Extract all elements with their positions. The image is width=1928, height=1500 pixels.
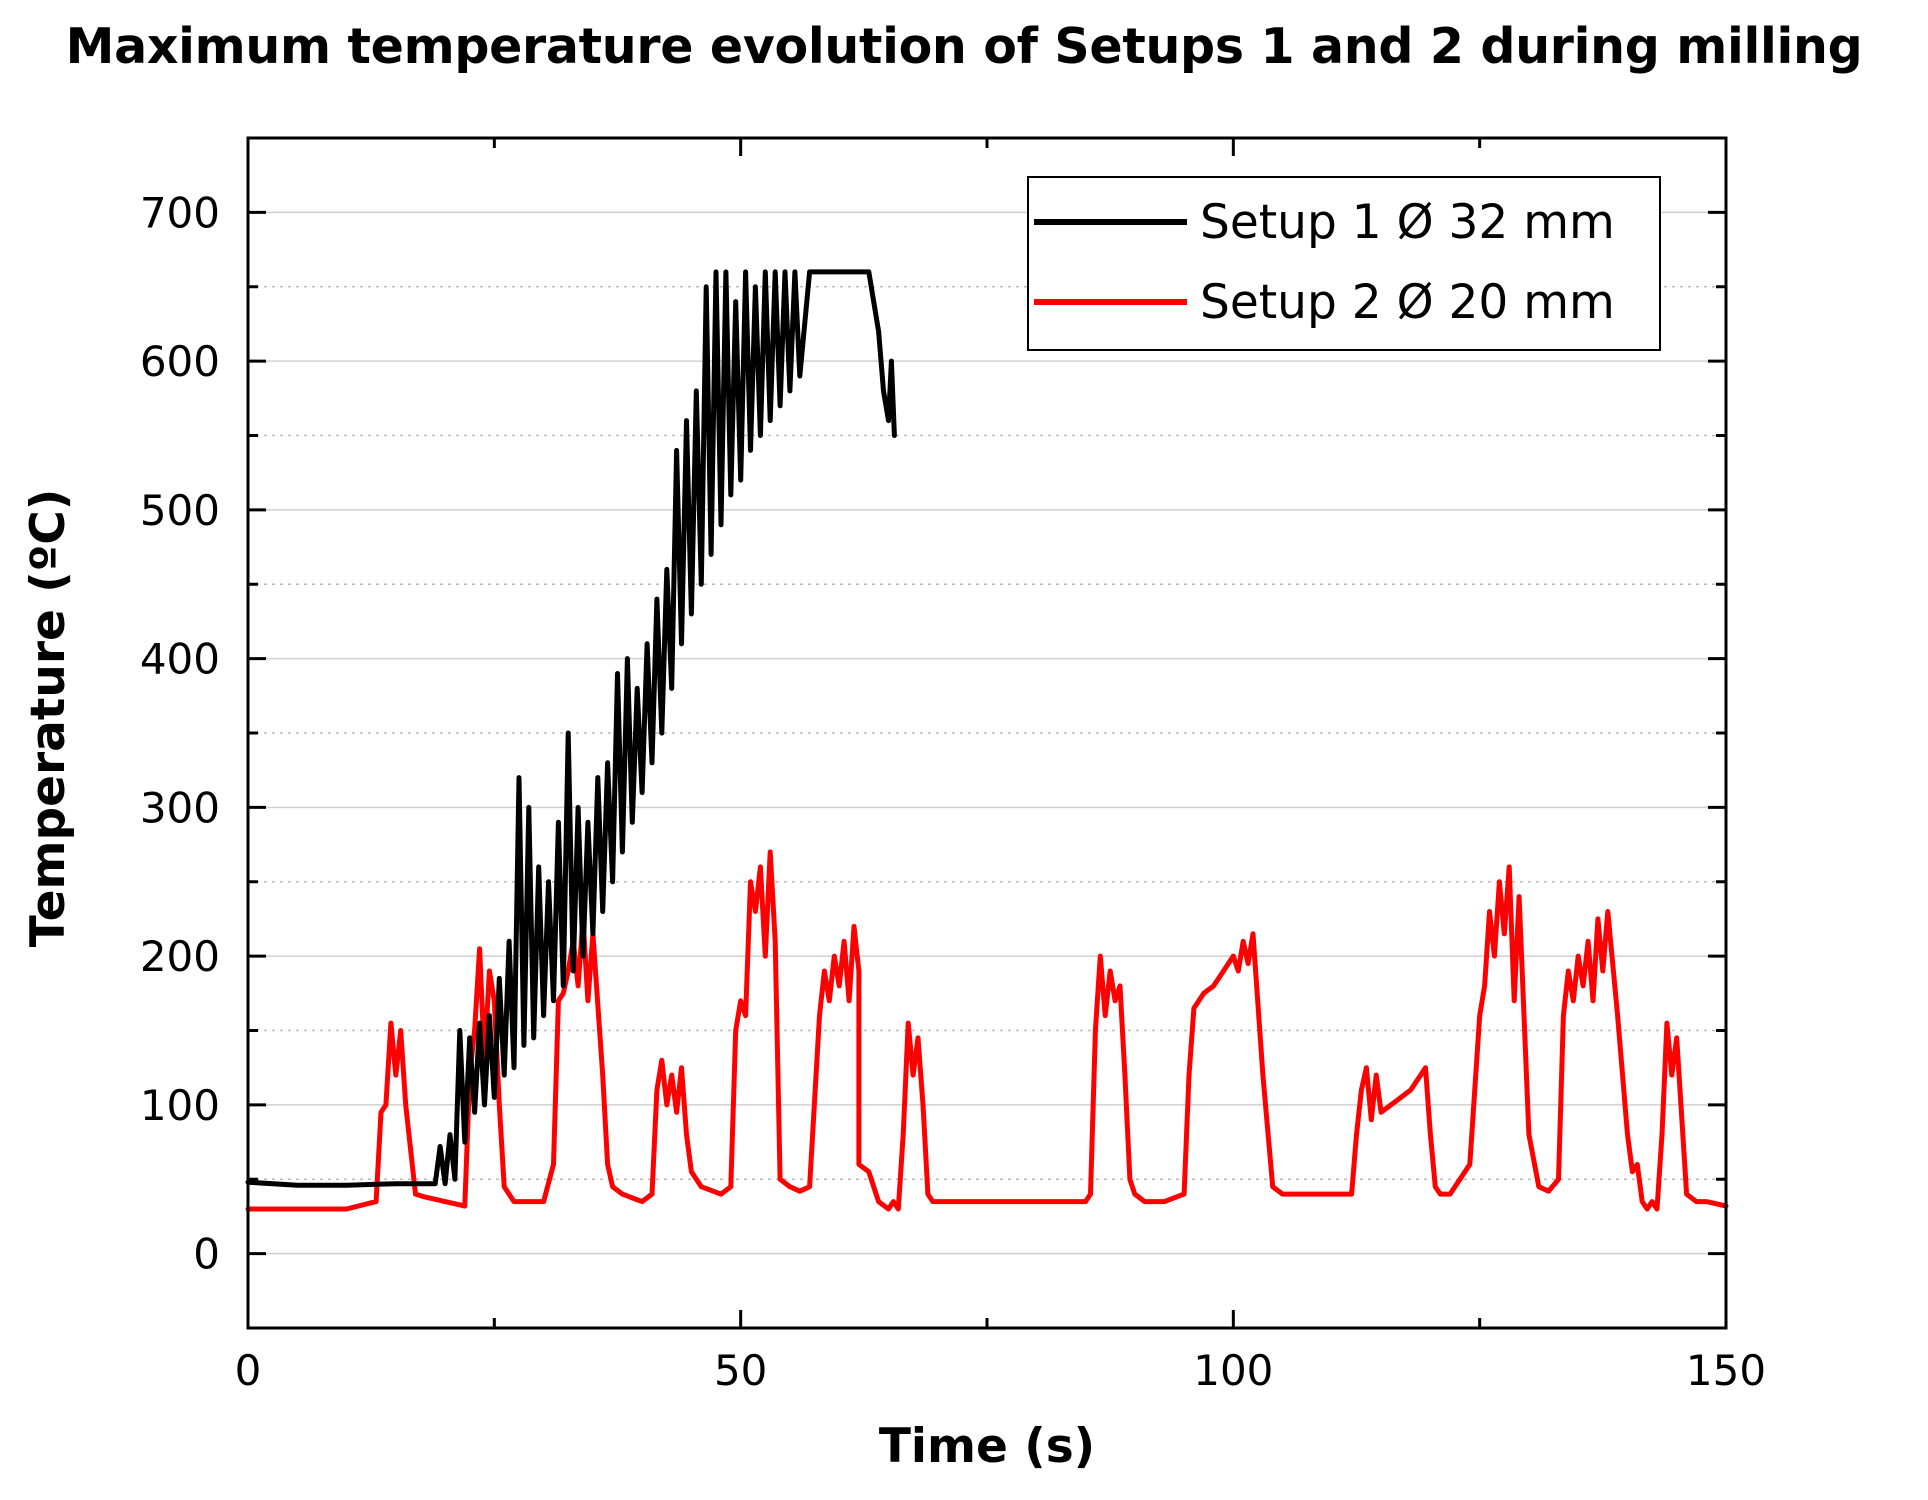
- x-axis-title: Time (s): [879, 1419, 1095, 1474]
- series-lines: [245, 269, 1729, 1212]
- axis-ticks: [246, 136, 1728, 1330]
- tick-labels: 0 100 200 300 400 500 600 700 0 50 100 150: [140, 188, 1766, 1395]
- x-tick-label-3: 150: [1686, 1346, 1766, 1395]
- y-axis-title: Temperature (ºC): [21, 489, 76, 947]
- legend: Setup 1 Ø 32 mm Setup 2 Ø 20 mm: [1027, 176, 1661, 351]
- y-tick-label-1: 100: [140, 1081, 220, 1130]
- legend-label-setup1: Setup 1 Ø 32 mm: [1200, 195, 1615, 250]
- y-tick-label-5: 500: [140, 486, 220, 535]
- grid-lines: [248, 211, 1726, 1255]
- legend-label-setup2: Setup 2 Ø 20 mm: [1200, 275, 1615, 330]
- y-tick-label-2: 200: [140, 932, 220, 981]
- series-line-setup1: [245, 269, 897, 1188]
- y-tick-label-7: 700: [140, 188, 220, 237]
- y-tick-label-4: 400: [140, 635, 220, 684]
- x-tick-label-0: 0: [235, 1346, 262, 1395]
- legend-box: [1027, 176, 1661, 351]
- y-tick-label-0: 0: [193, 1230, 220, 1279]
- chart-title: Maximum temperature evolution of Setups …: [65, 18, 1863, 75]
- x-tick-label-2: 100: [1193, 1346, 1273, 1395]
- y-tick-label-3: 300: [140, 783, 220, 832]
- x-tick-label-1: 50: [714, 1346, 767, 1395]
- y-tick-label-6: 600: [140, 337, 220, 386]
